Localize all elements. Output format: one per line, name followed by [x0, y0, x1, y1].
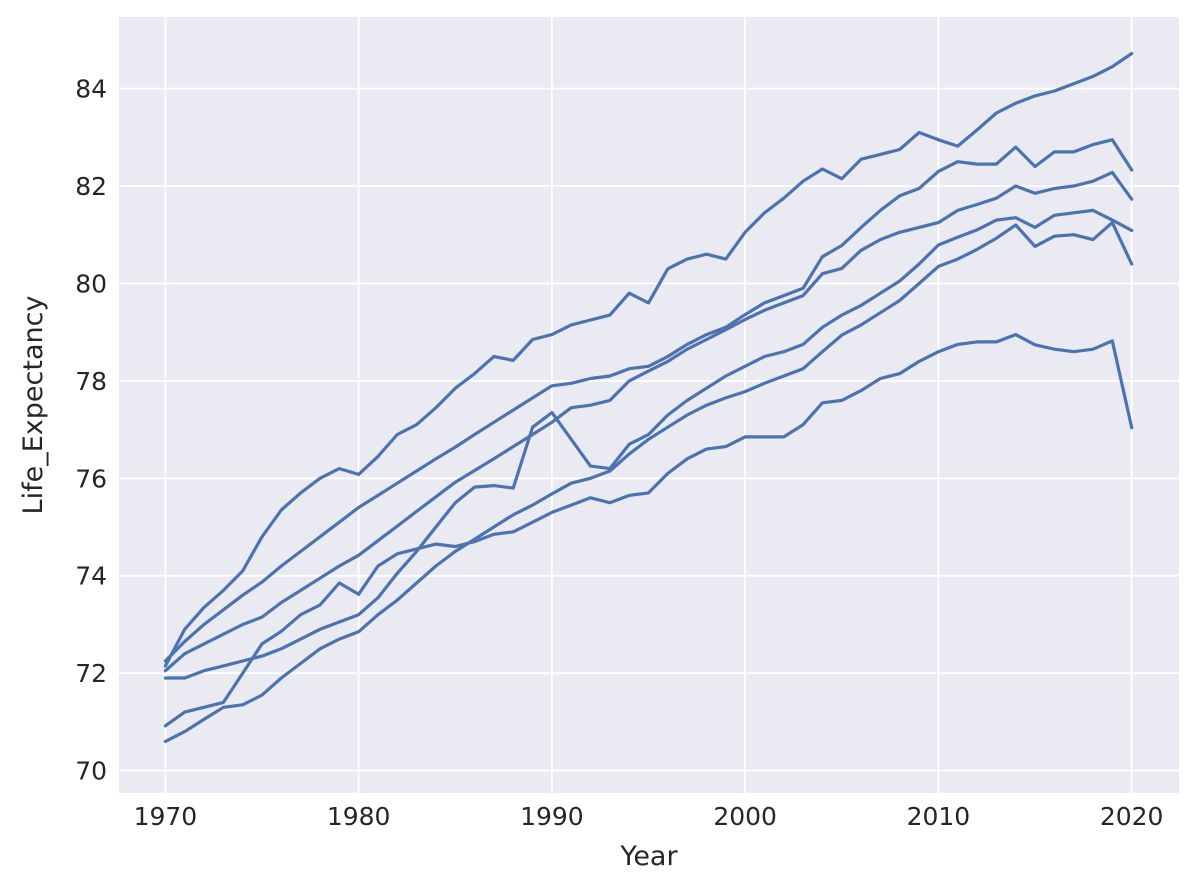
x-tick-label: 2010: [907, 802, 971, 831]
y-tick-label: 76: [75, 464, 107, 493]
y-tick-label: 84: [75, 75, 107, 104]
plot-area-background: [119, 17, 1179, 793]
y-tick-label: 70: [75, 757, 107, 786]
series-line-2: [163, 138, 1134, 663]
x-tick-label: 1970: [134, 802, 198, 831]
x-tick-label: 1990: [520, 802, 584, 831]
series-line-5: [163, 221, 1134, 744]
y-tick-label: 80: [75, 269, 107, 298]
x-axis-label: Year: [619, 841, 678, 872]
series-line-6: [163, 333, 1134, 728]
series-line-4: [163, 208, 1134, 680]
y-tick-label: 82: [75, 172, 107, 201]
y-tick-label: 72: [75, 659, 107, 688]
x-tick-label: 2020: [1100, 802, 1164, 831]
y-tick-label: 74: [75, 562, 107, 591]
series-line-3: [163, 170, 1134, 673]
x-tick-label: 2000: [713, 802, 777, 831]
y-tick-label: 78: [75, 367, 107, 396]
series-line-1: [163, 51, 1134, 668]
y-axis-label: Life_Expectancy: [18, 296, 49, 515]
x-tick-label: 1980: [327, 802, 391, 831]
